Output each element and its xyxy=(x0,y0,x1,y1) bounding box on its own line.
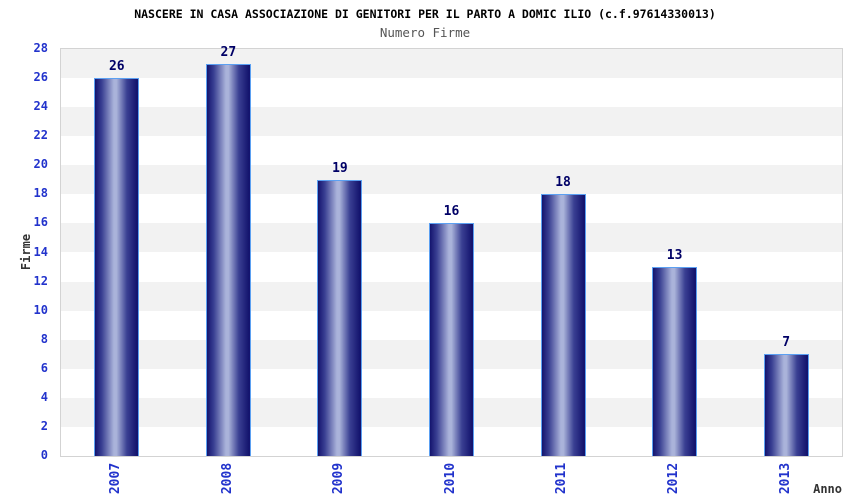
y-tick-label: 24 xyxy=(33,99,48,114)
y-tick-label: 2 xyxy=(40,418,48,433)
y-tick-label: 18 xyxy=(33,186,48,201)
grid-band xyxy=(61,165,842,195)
bar-2011 xyxy=(540,194,586,456)
grid-band xyxy=(61,49,842,79)
plot-area: 26 27 19 16 18 13 7 xyxy=(60,44,843,457)
grid-band xyxy=(61,78,842,108)
x-tick-label: 2007 xyxy=(108,462,124,494)
bar-2010 xyxy=(429,223,474,456)
chart-title: NASCERE IN CASA ASSOCIAZIONE DI GENITORI… xyxy=(134,7,716,21)
x-tick-label: 2012 xyxy=(666,462,682,494)
x-tick-label: 2008 xyxy=(219,462,235,494)
bar-value-label: 13 xyxy=(666,248,683,264)
y-tick-label: 8 xyxy=(40,331,48,346)
bar-value-label: 19 xyxy=(332,160,348,176)
bar-2007 xyxy=(94,78,140,456)
bar-value-label: 27 xyxy=(220,44,237,60)
y-tick-label: 6 xyxy=(40,360,48,375)
y-tick-label: 16 xyxy=(33,215,48,230)
y-tick-label: 26 xyxy=(33,70,48,85)
y-tick-label: 20 xyxy=(33,157,48,172)
bar-value-label: 18 xyxy=(555,175,571,191)
grid-band xyxy=(61,194,842,224)
x-axis-label: Anno xyxy=(813,482,842,496)
x-tick-label: 2010 xyxy=(442,462,458,494)
bar-value-label: 16 xyxy=(443,204,460,220)
grid-band xyxy=(61,107,842,137)
y-tick-label: 10 xyxy=(33,302,48,317)
y-tick-label: 0 xyxy=(40,448,48,462)
y-tick-label: 28 xyxy=(33,41,48,55)
bar-2008 xyxy=(205,63,251,456)
bar-value-label: 26 xyxy=(108,59,125,75)
y-tick-label: 12 xyxy=(33,273,48,288)
x-tick-label: 2011 xyxy=(554,462,570,494)
chart-subtitle: Numero Firme xyxy=(379,25,471,40)
y-tick-label: 22 xyxy=(33,128,48,143)
grid-band xyxy=(61,136,842,166)
bar-value-label: 7 xyxy=(782,335,791,351)
bar-2012 xyxy=(652,267,698,456)
bar-2013 xyxy=(763,354,809,456)
y-tick-label: 4 xyxy=(40,389,48,404)
x-tick-label: 2009 xyxy=(331,462,347,494)
bar-2009 xyxy=(317,179,363,456)
y-tick-label: 14 xyxy=(33,244,48,259)
